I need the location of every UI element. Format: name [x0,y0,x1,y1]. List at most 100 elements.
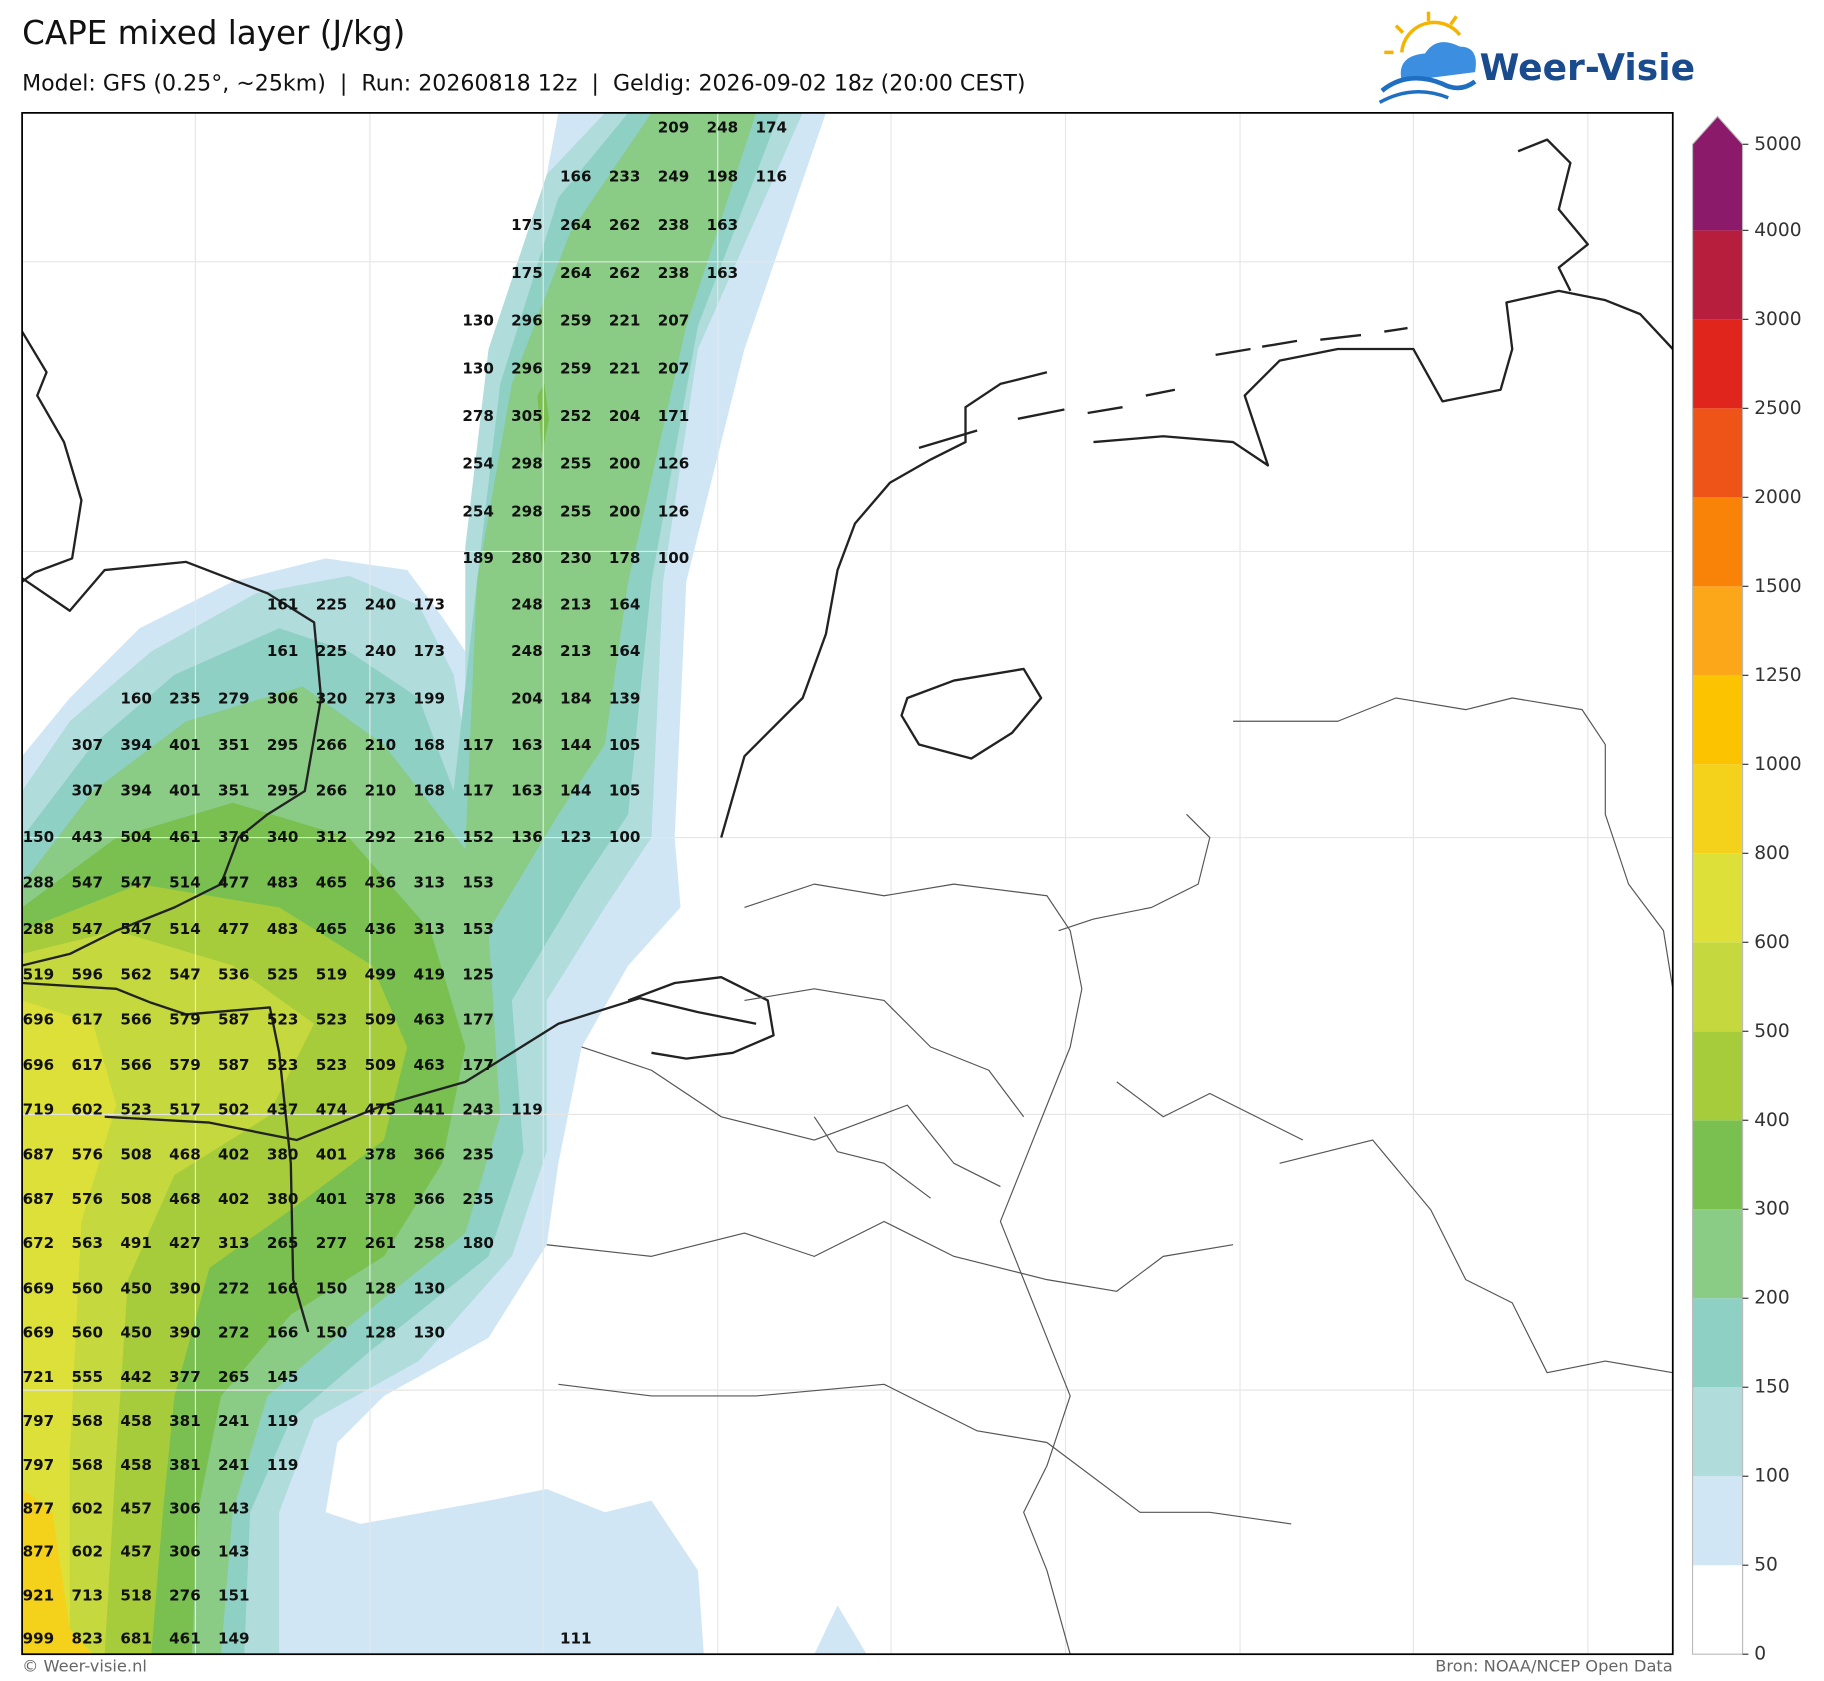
value-label: 587 [218,1011,250,1029]
colorbar-segment [1692,675,1743,765]
value-label: 483 [267,873,299,891]
value-label: 184 [560,690,592,708]
colorbar-segment [1692,853,1743,943]
colorbar-outline [1691,115,1744,1655]
value-label: 394 [120,782,152,800]
value-label: 178 [609,549,641,567]
value-label: 126 [658,502,690,520]
value-label: 401 [316,1190,348,1208]
value-label: 278 [462,407,494,425]
value-label: 248 [511,595,543,613]
colorbar-tick-label: 2000 [1754,487,1801,508]
value-label: 437 [267,1100,299,1118]
title: CAPE mixed layer (J/kg) [22,14,405,52]
value-label: 279 [218,690,250,708]
colorbar-segment [1692,408,1743,498]
value-label: 376 [218,828,250,846]
value-label: 465 [316,873,348,891]
value-label: 173 [413,595,445,613]
value-label: 264 [560,264,592,282]
value-label: 153 [462,920,494,938]
value-label: 313 [413,920,445,938]
value-label: 123 [560,828,592,846]
colorbar: 0 50 100 150 200 300 400 500 600 800 1000 1250 1500 2… [1691,115,1802,1665]
value-label: 200 [609,455,641,473]
colorbar-tick-label: 600 [1754,932,1790,953]
value-label: 130 [413,1279,445,1297]
value-labels: 209 248 174 166 233 249 198 116 175 264 262 238 163 1… [23,119,787,1648]
value-label: 797 [23,1412,55,1430]
value-label: 366 [413,1146,445,1164]
value-label: 380 [267,1146,299,1164]
value-label: 390 [169,1279,201,1297]
value-label: 168 [413,736,445,754]
value-label: 100 [658,549,690,567]
value-label: 177 [462,1056,494,1074]
value-label: 305 [511,407,543,425]
value-label: 143 [218,1499,250,1517]
value-label: 602 [71,1542,103,1560]
value-label: 189 [462,549,494,567]
value-label: 175 [511,216,543,234]
value-label: 401 [169,782,201,800]
value-label: 166 [267,1279,299,1297]
value-label: 164 [609,595,641,613]
value-label: 427 [169,1234,201,1252]
value-label: 288 [23,873,55,891]
value-label: 450 [120,1279,152,1297]
value-label: 116 [755,167,787,185]
value-label: 144 [560,736,592,754]
value-label: 204 [511,690,543,708]
value-label: 198 [707,167,739,185]
value-label: 465 [316,920,348,938]
value-label: 519 [23,965,55,983]
cape-shading [22,112,867,1655]
value-label: 163 [707,264,739,282]
value-label: 221 [609,312,641,330]
value-label: 474 [316,1100,348,1118]
value-label: 566 [120,1056,152,1074]
value-label: 351 [218,736,250,754]
colorbar-segment [1692,1120,1743,1210]
value-label: 153 [462,873,494,891]
value-label: 296 [511,359,543,377]
value-label: 672 [23,1234,55,1252]
value-label: 259 [560,312,592,330]
value-label: 719 [23,1100,55,1118]
colorbar-segment [1692,230,1743,320]
value-label: 547 [71,920,103,938]
colorbar-segment [1692,586,1743,676]
value-label: 152 [462,828,494,846]
value-label: 235 [462,1146,494,1164]
value-label: 568 [71,1412,103,1430]
value-label: 579 [169,1056,201,1074]
value-label: 351 [218,782,250,800]
value-label: 161 [267,642,299,660]
value-label: 576 [71,1146,103,1164]
value-label: 171 [658,407,690,425]
value-label: 163 [707,216,739,234]
value-label: 499 [365,965,397,983]
value-label: 240 [365,595,397,613]
value-label: 139 [609,690,641,708]
value-label: 144 [560,782,592,800]
value-label: 150 [23,828,55,846]
value-label: 199 [413,690,445,708]
value-label: 238 [658,216,690,234]
value-label: 508 [120,1146,152,1164]
value-label: 177 [462,1011,494,1029]
value-label: 320 [316,690,348,708]
value-label: 150 [316,1279,348,1297]
value-label: 696 [23,1056,55,1074]
value-label: 207 [658,359,690,377]
value-label: 166 [560,167,592,185]
value-label: 254 [462,502,494,520]
value-label: 119 [267,1412,299,1430]
value-label: 298 [511,455,543,473]
value-label: 238 [658,264,690,282]
value-label: 265 [267,1234,299,1252]
value-label: 509 [365,1056,397,1074]
value-label: 119 [511,1100,543,1118]
value-label: 136 [511,828,543,846]
value-label: 381 [169,1412,201,1430]
